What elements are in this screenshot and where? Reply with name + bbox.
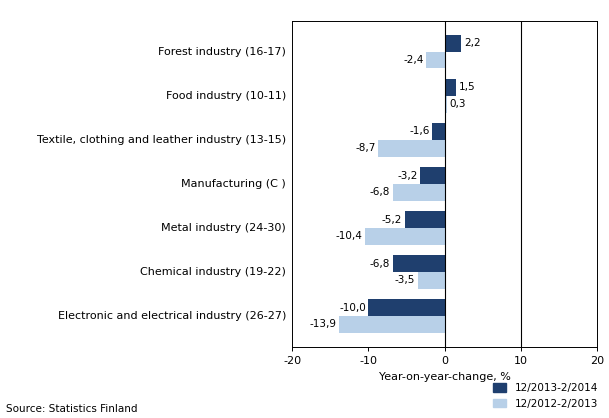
Bar [365,228,445,245]
Text: -10,0: -10,0 [339,303,366,313]
Text: Food industry (10-11): Food industry (10-11) [166,91,286,101]
Bar [426,52,445,69]
Text: -2,4: -2,4 [403,55,424,65]
Text: -13,9: -13,9 [309,319,336,329]
Bar [339,316,445,333]
Text: 2,2: 2,2 [464,38,481,48]
Bar [432,123,445,140]
Text: -8,7: -8,7 [355,143,376,153]
Bar [405,211,445,228]
Bar [445,96,447,112]
Text: Manufacturing (C ): Manufacturing (C ) [181,179,286,189]
Text: Electronic and electrical industry (26-27): Electronic and electrical industry (26-2… [58,311,286,321]
Text: -5,2: -5,2 [382,214,403,224]
Bar [378,140,445,157]
Text: -6,8: -6,8 [370,259,390,269]
Text: Forest industry (16-17): Forest industry (16-17) [158,47,286,57]
Text: Source: Statistics Finland: Source: Statistics Finland [6,404,138,414]
Text: Chemical industry (19-22): Chemical industry (19-22) [140,267,286,277]
Bar [418,272,445,289]
Text: 0,3: 0,3 [449,99,466,109]
Bar [393,184,445,201]
Text: -3,2: -3,2 [397,171,418,181]
Bar [445,35,461,52]
Legend: 12/2013-2/2014, 12/2012-2/2013: 12/2013-2/2014, 12/2012-2/2013 [493,383,597,409]
X-axis label: Year-on-year-change, %: Year-on-year-change, % [379,372,510,382]
Text: Metal industry (24-30): Metal industry (24-30) [161,223,286,233]
Bar [368,299,445,316]
Bar [393,255,445,272]
Text: -10,4: -10,4 [336,231,363,241]
Bar [420,167,445,184]
Text: -1,6: -1,6 [409,127,430,137]
Text: 1,5: 1,5 [459,82,475,92]
Text: Textile, clothing and leather industry (13-15): Textile, clothing and leather industry (… [37,135,286,145]
Bar [445,79,456,96]
Text: -3,5: -3,5 [395,275,415,285]
Text: -6,8: -6,8 [370,187,390,197]
